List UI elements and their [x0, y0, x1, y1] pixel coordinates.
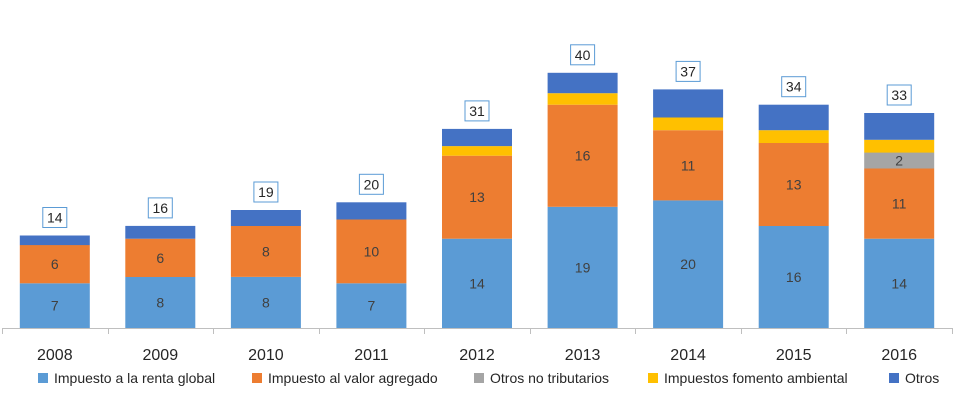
legend-entry: Impuesto al valor agregado — [268, 370, 438, 386]
bar-segment-2016-series-3 — [864, 139, 935, 153]
total-label-box — [253, 181, 279, 203]
x-tick-label: 2014 — [670, 347, 706, 364]
total-label: 20 — [364, 176, 380, 192]
total-label: 33 — [891, 87, 907, 103]
bar-segment-2008-series-1 — [19, 245, 90, 284]
bar-segment-2012-series-1 — [442, 155, 512, 239]
total-label-box — [570, 44, 596, 66]
data-label: 2 — [895, 153, 903, 169]
data-label: 7 — [368, 298, 376, 314]
legend-swatch — [648, 373, 658, 383]
bar-segment-2013-series-3 — [547, 93, 618, 105]
bar-segment-2009-series-1 — [125, 238, 196, 277]
total-label: 16 — [153, 200, 169, 216]
bar-segment-2016-series-2 — [864, 152, 935, 169]
data-label: 16 — [575, 148, 591, 164]
data-label: 8 — [156, 295, 164, 311]
total-label: 34 — [786, 79, 802, 95]
x-tick-label: 2015 — [776, 347, 812, 364]
total-label-box — [675, 60, 701, 82]
bar-segment-2012-series-4 — [442, 128, 512, 147]
bar-segment-2015-series-4 — [758, 104, 829, 131]
data-label: 20 — [680, 256, 696, 272]
bar-segment-2016-series-1 — [864, 168, 935, 239]
bar-segment-2008-series-4 — [19, 235, 90, 246]
data-label: 8 — [262, 243, 270, 259]
data-label: 14 — [469, 275, 485, 291]
data-label: 16 — [786, 269, 802, 285]
bar-segment-2015-series-1 — [758, 143, 829, 226]
total-label: 40 — [575, 47, 591, 63]
bar-segment-2016-series-4 — [864, 113, 935, 140]
bar-segment-2009-series-0 — [125, 277, 196, 328]
bar-segment-2013-series-4 — [547, 72, 618, 94]
total-label-box — [886, 84, 912, 106]
legend-swatch — [474, 373, 484, 383]
data-label: 10 — [364, 243, 380, 259]
total-label: 14 — [47, 210, 63, 226]
total-label: 37 — [680, 63, 696, 79]
bar-segment-2011-series-0 — [336, 283, 407, 328]
x-tick-label: 2011 — [354, 347, 389, 364]
legend-swatch — [889, 373, 899, 383]
x-tick-label: 2012 — [459, 347, 495, 364]
legend-entry: Impuestos fomento ambiental — [664, 370, 848, 386]
legend-swatch — [252, 373, 262, 383]
bar-segment-2014-series-3 — [653, 117, 724, 131]
total-label-box — [781, 76, 807, 98]
legend-entry: Otros — [905, 370, 939, 386]
bar-segment-2012-series-3 — [442, 146, 512, 156]
total-label-box — [464, 100, 490, 122]
x-tick-label: 2013 — [565, 347, 601, 364]
data-label: 13 — [469, 189, 485, 205]
total-label: 19 — [258, 184, 274, 200]
legend-entry: Impuesto a la renta global — [54, 370, 215, 386]
bar-segment-2013-series-1 — [547, 104, 618, 207]
data-label: 19 — [575, 259, 591, 275]
bar-segment-2015-series-3 — [758, 130, 829, 143]
bar-segment-2013-series-0 — [547, 206, 618, 328]
bar-segment-2010-series-1 — [230, 225, 301, 277]
bar-segment-2011-series-1 — [336, 219, 407, 284]
data-label: 6 — [51, 256, 59, 272]
data-label: 13 — [786, 176, 802, 192]
data-label: 7 — [51, 298, 59, 314]
total-label-box — [147, 197, 173, 219]
legend-swatch — [38, 373, 48, 383]
bar-segment-2015-series-0 — [758, 225, 829, 328]
data-label: 8 — [262, 295, 270, 311]
bar-segment-2014-series-4 — [653, 89, 724, 118]
x-tick-label: 2010 — [248, 347, 284, 364]
bar-segment-2016-series-0 — [864, 238, 935, 328]
x-tick-label: 2016 — [881, 347, 917, 364]
data-label: 11 — [892, 196, 907, 212]
data-label: 6 — [156, 250, 164, 266]
data-label: 14 — [891, 275, 907, 291]
bar-segment-2014-series-0 — [653, 200, 724, 328]
total-label-box — [42, 207, 68, 228]
bar-segment-2014-series-1 — [653, 130, 724, 201]
total-label: 31 — [469, 103, 485, 119]
bar-segment-2010-series-0 — [230, 277, 301, 328]
data-label: 11 — [681, 157, 696, 173]
legend-entry: Otros no tributarios — [490, 370, 609, 386]
bar-segment-2012-series-0 — [442, 238, 512, 328]
bar-segment-2010-series-4 — [230, 210, 301, 226]
bar-segment-2011-series-4 — [336, 202, 407, 220]
bar-segment-2008-series-0 — [19, 283, 90, 328]
total-label-box — [358, 173, 384, 195]
x-tick-label: 2009 — [143, 347, 179, 364]
x-tick-label: 2008 — [37, 347, 73, 364]
bar-segment-2009-series-4 — [125, 225, 196, 239]
